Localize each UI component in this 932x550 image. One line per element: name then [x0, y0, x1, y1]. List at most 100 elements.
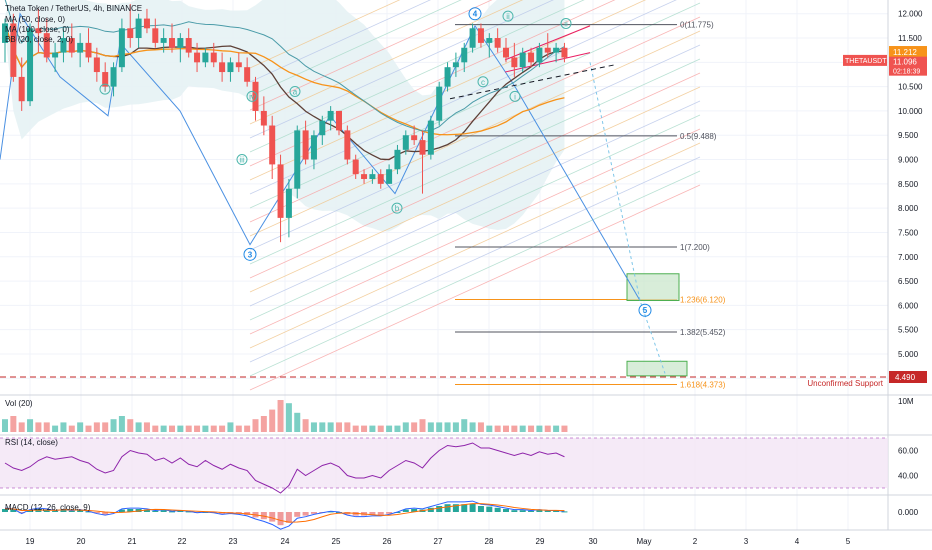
macd-histogram-bar	[2, 509, 8, 512]
candle-body	[461, 47, 468, 63]
channel-line	[249, 128, 701, 335]
volume-bar	[327, 422, 334, 432]
volume-bar	[235, 425, 242, 432]
macd-histogram-bar	[185, 511, 192, 513]
volume-bar	[27, 419, 34, 432]
price-tick-label: 5.500	[898, 326, 919, 335]
time-tick-label: 2	[693, 537, 698, 546]
volume-bar	[185, 425, 192, 432]
volume-panel-title: Vol (20)	[5, 399, 33, 408]
volume-bar	[561, 425, 568, 432]
time-tick-label: 22	[178, 537, 187, 546]
time-tick-label: 3	[744, 537, 749, 546]
price-tick-label: 6.500	[898, 277, 919, 286]
channel-line	[249, 142, 701, 349]
candle-body	[344, 130, 351, 160]
candle-body	[494, 38, 501, 48]
candle-body	[511, 57, 518, 68]
price-tick-label: 9.500	[898, 131, 919, 140]
volume-bar	[344, 422, 351, 432]
volume-bar	[402, 422, 409, 432]
candle-body	[477, 28, 484, 43]
last-price-tag	[889, 56, 927, 76]
candle-body	[219, 62, 226, 73]
macd-histogram-bar	[436, 506, 443, 512]
wave-label-circle	[246, 90, 258, 102]
volume-bar	[194, 425, 201, 432]
time-tick-label: 25	[332, 537, 341, 546]
candle-body	[160, 38, 167, 43]
time-tick-label: 4	[795, 537, 800, 546]
time-tick-label: 27	[434, 537, 443, 546]
volume-bar	[10, 416, 17, 432]
macd-histogram-bar	[102, 512, 109, 515]
candle-body	[386, 169, 393, 184]
macd-histogram-bar	[411, 509, 418, 512]
price-tick-label: 6.000	[898, 301, 919, 310]
wave-label: 5	[643, 306, 648, 315]
wave-label: ii	[564, 19, 568, 28]
macd-histogram-bar	[52, 510, 59, 512]
wave-label: iii	[239, 156, 245, 165]
time-tick-label: 28	[485, 537, 494, 546]
volume-bar	[127, 419, 134, 432]
candle-body	[269, 125, 276, 165]
macd-histogram-bar	[536, 510, 543, 512]
volume-bar	[461, 419, 468, 432]
volume-bar	[285, 403, 292, 432]
chart-header: Theta Token / TetherUS, 4h, BINANCE MA (5…	[5, 4, 142, 44]
candle-body	[369, 174, 376, 179]
volume-bar	[219, 425, 226, 432]
channel-line	[249, 170, 701, 377]
wave-label: ii	[506, 12, 510, 21]
support-line: Unconfirmed Support	[0, 376, 888, 388]
candle-body	[486, 38, 493, 43]
candle-body	[77, 42, 84, 53]
candle-body	[436, 86, 443, 121]
volume-bar	[60, 422, 67, 432]
candle-body	[227, 62, 234, 73]
candle-body	[310, 135, 317, 160]
support-price-tag	[889, 371, 927, 383]
volume-bar	[227, 422, 234, 432]
macd-histogram-bar	[118, 509, 125, 512]
volume-bar	[519, 425, 526, 432]
volume-bar	[319, 422, 326, 432]
candle-body	[411, 135, 418, 141]
rsi-tick-40: 40.00	[898, 472, 919, 481]
wave-label-circle	[289, 85, 301, 97]
candle-body	[302, 130, 309, 160]
candle-body	[169, 38, 175, 48]
volume-bar	[544, 425, 551, 432]
chart-title: Theta Token / TetherUS, 4h, BINANCE	[5, 4, 142, 13]
channel-line	[249, 0, 647, 181]
candle-body	[110, 67, 117, 87]
macd-histogram-bar	[127, 509, 134, 512]
macd-histogram-bar	[528, 510, 535, 512]
macd-histogram-bar	[519, 510, 526, 512]
macd-tick-zero: 0.000	[898, 508, 919, 517]
candle-body	[60, 38, 67, 53]
volume-bar	[494, 425, 501, 432]
candle-body	[336, 110, 342, 131]
candle-body	[469, 28, 476, 48]
macd-histogram-bar	[10, 509, 17, 512]
price-tick-label: 8.000	[898, 204, 919, 213]
time-tick-label: 23	[229, 537, 238, 546]
price-tick-label: 10.500	[898, 83, 923, 92]
volume-bar	[177, 425, 184, 432]
rsi-panel-title: RSI (14, close)	[5, 438, 58, 447]
last-price-label: 11.096	[893, 58, 917, 67]
price-tick-label: 5.000	[898, 350, 919, 359]
macd-histogram-bar	[486, 506, 493, 512]
wave-label-circle	[477, 76, 489, 88]
channel-line	[249, 86, 701, 293]
wave-label-circle	[99, 83, 111, 95]
axes: 12.00011.50011.00010.50010.0009.5009.000…	[26, 10, 927, 546]
candle-body	[444, 67, 451, 87]
candles	[2, 4, 568, 243]
wave-label-circle	[243, 247, 257, 261]
volume-bar	[452, 422, 459, 432]
candle-body	[553, 47, 560, 53]
